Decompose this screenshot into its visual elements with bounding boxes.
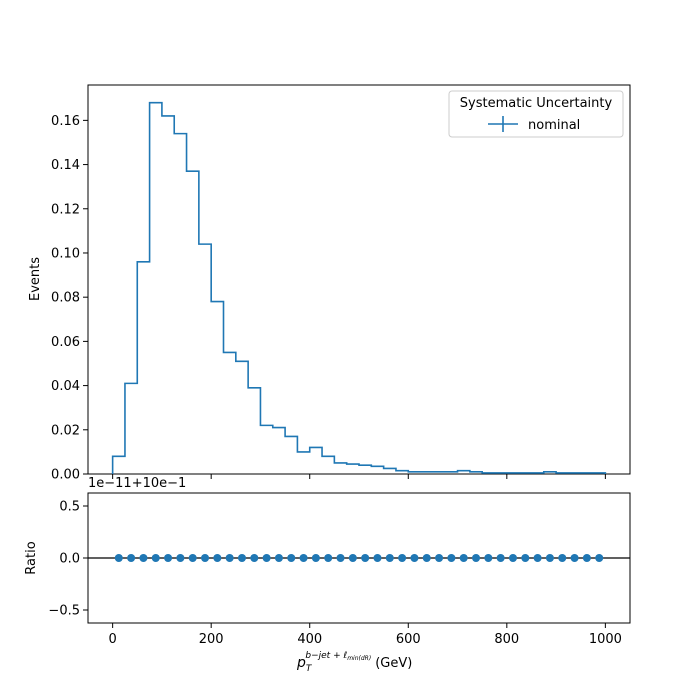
main-y-tick-label: 0.06 xyxy=(51,335,80,350)
main-y-tick-label: 0.16 xyxy=(51,114,80,129)
legend: Systematic Uncertainty nominal xyxy=(448,90,624,138)
ratio-point xyxy=(127,554,136,562)
ratio-point xyxy=(225,554,234,562)
ratio-x-tick-label: 200 xyxy=(199,632,224,647)
main-y-tick-label: 0.10 xyxy=(51,246,80,261)
ratio-point xyxy=(361,554,370,562)
ratio-y-tick-label: 0.0 xyxy=(59,552,80,567)
legend-box xyxy=(448,90,624,138)
ratio-x-tick-label: 0 xyxy=(108,632,116,647)
main-y-tick-label: 0.00 xyxy=(51,468,80,483)
main-y-tick-label: 0.08 xyxy=(51,291,80,306)
ratio-point xyxy=(176,554,185,562)
ratio-point xyxy=(274,554,283,562)
ratio-point xyxy=(336,554,345,562)
ratio-point xyxy=(201,554,210,562)
main-histogram-panel: 0.00 0.02 0.04 0.06 0.08 0.10 0.12 0.14 0.16 Eve… xyxy=(28,84,631,483)
ratio-x-tick-label: 800 xyxy=(494,632,519,647)
ratio-point xyxy=(114,554,123,562)
ratio-point xyxy=(287,554,296,562)
ratio-point xyxy=(139,554,148,562)
ratio-x-tick-label: 600 xyxy=(396,632,421,647)
ratio-point xyxy=(533,554,542,562)
legend-title: Systematic Uncertainty xyxy=(460,96,613,111)
ratio-point xyxy=(311,554,320,562)
ratio-point xyxy=(496,554,505,562)
ratio-point xyxy=(410,554,419,562)
ratio-point xyxy=(595,554,604,562)
ratio-x-tick-label: 400 xyxy=(297,632,322,647)
ratio-point xyxy=(521,554,530,562)
main-y-tick-label: 0.02 xyxy=(51,423,80,438)
ratio-point xyxy=(545,554,554,562)
ratio-point xyxy=(508,554,517,562)
ratio-points xyxy=(114,554,604,562)
ratio-point xyxy=(472,554,481,562)
ratio-offset-text: 1e−11+10e−1 xyxy=(88,476,186,491)
ratio-point xyxy=(324,554,333,562)
nominal-histogram-line xyxy=(111,101,607,474)
ratio-point xyxy=(262,554,271,562)
ratio-point xyxy=(385,554,394,562)
ratio-point xyxy=(484,554,493,562)
ratio-point xyxy=(558,554,567,562)
ratio-y-tick-label: −0.5 xyxy=(48,604,80,619)
ratio-point xyxy=(435,554,444,562)
ratio-y-tick-label: 0.5 xyxy=(59,500,80,515)
legend-marker-nominal xyxy=(488,116,518,132)
ratio-point xyxy=(398,554,407,562)
ratio-point xyxy=(570,554,579,562)
ratio-y-ticks: −0.5 0.0 0.5 xyxy=(48,500,88,619)
ratio-point xyxy=(164,554,173,562)
legend-entry-nominal: nominal xyxy=(528,118,580,133)
main-y-tick-label: 0.14 xyxy=(51,158,80,173)
main-plot-frame xyxy=(87,84,631,475)
main-y-ticks: 0.00 0.02 0.04 0.06 0.08 0.10 0.12 0.14 0.16 xyxy=(51,114,88,483)
ratio-x-tick-label: 1000 xyxy=(589,632,622,647)
ratio-point xyxy=(373,554,382,562)
ratio-y-axis-label: Ratio xyxy=(24,541,39,574)
ratio-point xyxy=(237,554,246,562)
ratio-point xyxy=(459,554,468,562)
main-y-tick-label: 0.04 xyxy=(51,379,80,394)
ratio-point xyxy=(582,554,591,562)
ratio-point xyxy=(422,554,431,562)
ratio-x-ticks: 0 200 400 600 800 1000 xyxy=(108,623,622,647)
main-y-tick-label: 0.12 xyxy=(51,202,80,217)
ratio-point xyxy=(348,554,357,562)
ratio-point xyxy=(213,554,222,562)
main-x-ticks xyxy=(112,474,606,479)
ratio-point xyxy=(447,554,456,562)
ratio-point xyxy=(151,554,160,562)
ratio-point xyxy=(188,554,197,562)
x-axis-label: pTb−jet + ℓmin(dR) (GeV) xyxy=(296,651,412,674)
ratio-point xyxy=(299,554,308,562)
main-y-axis-label: Events xyxy=(28,257,43,301)
ratio-panel: −0.5 0.0 0.5 0 200 400 600 800 1000 1e−11+10e−1… xyxy=(24,476,631,674)
ratio-point xyxy=(250,554,259,562)
